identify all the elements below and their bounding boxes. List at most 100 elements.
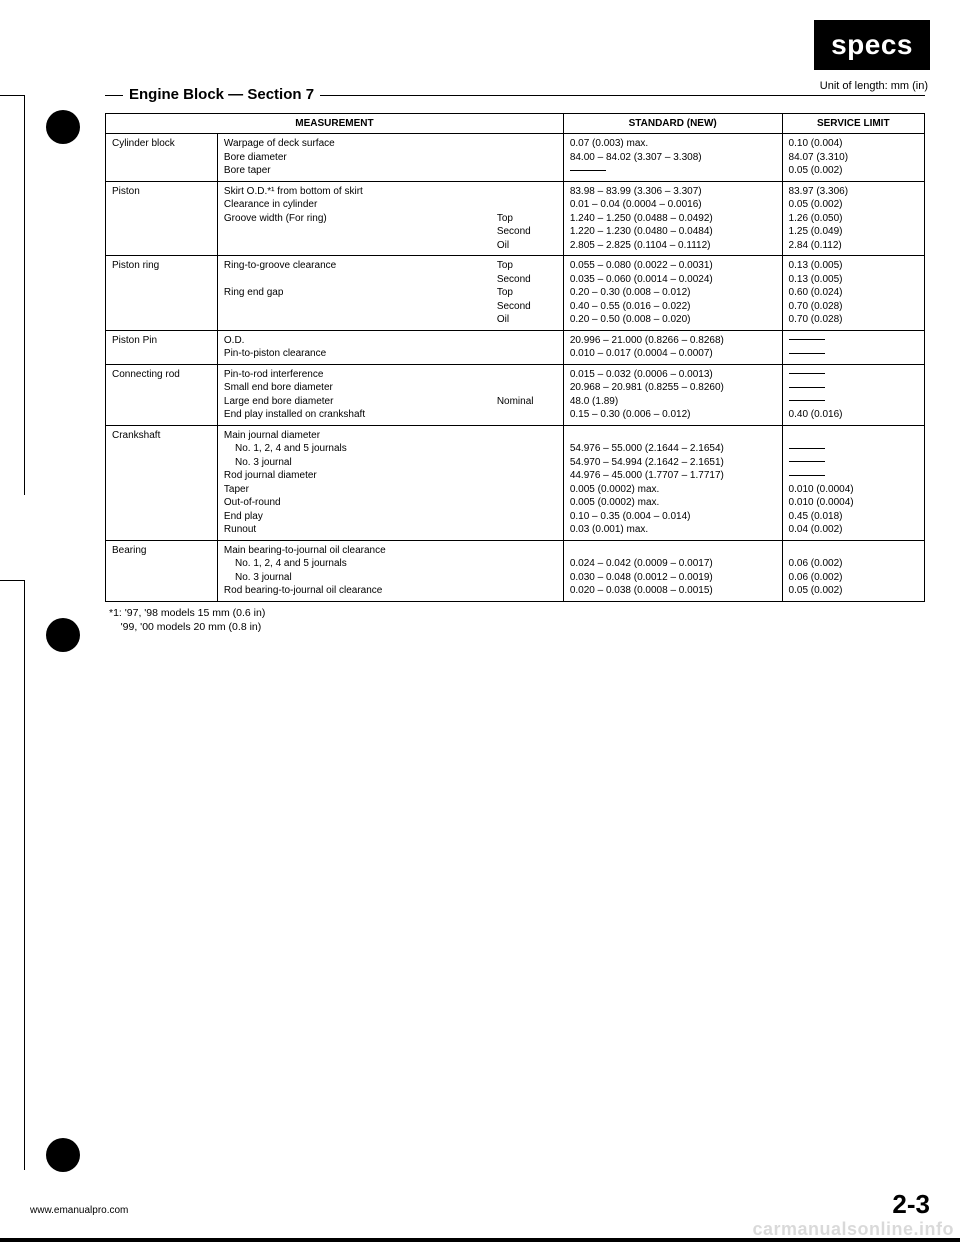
measurement-sublabel: Top bbox=[497, 259, 557, 273]
measurement-label: Taper bbox=[224, 483, 497, 497]
standard-value: 0.055 – 0.080 (0.0022 – 0.0031) bbox=[570, 259, 776, 273]
measurement-label: Large end bore diameter bbox=[224, 395, 497, 409]
limit-value: 0.06 (0.002) bbox=[789, 571, 918, 585]
item-cell: Cylinder block bbox=[106, 134, 218, 182]
measurement-label: Main bearing-to-journal oil clearance bbox=[224, 544, 497, 558]
measurement-cell: Pin-to-rod interferenceSmall end bore di… bbox=[217, 364, 563, 425]
limit-value bbox=[789, 429, 918, 443]
side-rule-2 bbox=[0, 580, 25, 1170]
measurement-label: O.D. bbox=[224, 334, 497, 348]
measurement-cell: O.D.Pin-to-piston clearance bbox=[217, 330, 563, 364]
measurement-label: Small end bore diameter bbox=[224, 381, 497, 395]
page-number: 2-3 bbox=[892, 1189, 930, 1220]
item-cell: Bearing bbox=[106, 540, 218, 601]
measurement-sublabel bbox=[497, 442, 557, 456]
punch-hole-icon bbox=[46, 110, 80, 144]
standard-value: 20.996 – 21.000 (0.8266 – 0.8268) bbox=[570, 334, 776, 348]
footnote-line: '99, '00 models 20 mm (0.8 in) bbox=[109, 620, 925, 634]
measurement-label: Skirt O.D.*¹ from bottom of skirt bbox=[224, 185, 497, 199]
measurement-sublabel bbox=[497, 381, 557, 395]
standard-value: 0.03 (0.001) max. bbox=[570, 523, 776, 537]
measurement-label bbox=[224, 225, 497, 239]
standard-value bbox=[570, 429, 776, 443]
measurement-sublabel bbox=[497, 571, 557, 585]
item-cell: Crankshaft bbox=[106, 425, 218, 540]
measurement-label: No. 1, 2, 4 and 5 journals bbox=[224, 442, 497, 456]
standard-value: 0.10 – 0.35 (0.004 – 0.014) bbox=[570, 510, 776, 524]
limit-value: 0.13 (0.005) bbox=[789, 259, 918, 273]
standard-value: 0.005 (0.0002) max. bbox=[570, 483, 776, 497]
standard-cell: 20.996 – 21.000 (0.8266 – 0.8268)0.010 –… bbox=[563, 330, 782, 364]
measurement-label: Bore taper bbox=[224, 164, 497, 178]
limit-value: 1.26 (0.050) bbox=[789, 212, 918, 226]
measurement-label: Bore diameter bbox=[224, 151, 497, 165]
footnote: *1: '97, '98 models 15 mm (0.6 in) '99, … bbox=[109, 606, 925, 634]
limit-value bbox=[789, 456, 918, 470]
measurement-sublabel bbox=[497, 347, 557, 361]
measurement-label bbox=[224, 273, 497, 287]
standard-cell: 0.07 (0.003) max.84.00 – 84.02 (3.307 – … bbox=[563, 134, 782, 182]
measurement-label: End play installed on crankshaft bbox=[224, 408, 497, 422]
standard-value: 0.035 – 0.060 (0.0014 – 0.0024) bbox=[570, 273, 776, 287]
measurement-label bbox=[224, 239, 497, 253]
measurement-label: Clearance in cylinder bbox=[224, 198, 497, 212]
measurement-sublabel bbox=[497, 469, 557, 483]
limit-value: 0.70 (0.028) bbox=[789, 313, 918, 327]
measurement-label: End play bbox=[224, 510, 497, 524]
limit-value: 0.13 (0.005) bbox=[789, 273, 918, 287]
footer-url: www.emanualpro.com bbox=[30, 1205, 128, 1216]
standard-value: 0.20 – 0.50 (0.008 – 0.020) bbox=[570, 313, 776, 327]
limit-value: 0.04 (0.002) bbox=[789, 523, 918, 537]
limit-value: 0.70 (0.028) bbox=[789, 300, 918, 314]
standard-value: 2.805 – 2.825 (0.1104 – 0.1112) bbox=[570, 239, 776, 253]
side-rule bbox=[0, 95, 25, 495]
measurement-label bbox=[224, 313, 497, 327]
limit-value: 0.06 (0.002) bbox=[789, 557, 918, 571]
limit-value: 0.05 (0.002) bbox=[789, 198, 918, 212]
limit-value: 0.10 (0.004) bbox=[789, 137, 918, 151]
specs-badge: specs bbox=[814, 20, 930, 70]
measurement-cell: Warpage of deck surfaceBore diameterBore… bbox=[217, 134, 563, 182]
measurement-label: Groove width (For ring) bbox=[224, 212, 497, 226]
limit-value: 1.25 (0.049) bbox=[789, 225, 918, 239]
measurement-label: No. 1, 2, 4 and 5 journals bbox=[224, 557, 497, 571]
limit-value: 83.97 (3.306) bbox=[789, 185, 918, 199]
footnote-line: *1: '97, '98 models 15 mm (0.6 in) bbox=[109, 606, 925, 620]
measurement-label bbox=[224, 300, 497, 314]
standard-cell: 0.055 – 0.080 (0.0022 – 0.0031)0.035 – 0… bbox=[563, 256, 782, 331]
standard-value: 0.01 – 0.04 (0.0004 – 0.0016) bbox=[570, 198, 776, 212]
limit-cell: 0.10 (0.004)84.07 (3.310)0.05 (0.002) bbox=[782, 134, 924, 182]
standard-value: 0.030 – 0.048 (0.0012 – 0.0019) bbox=[570, 571, 776, 585]
header-service-limit: SERVICE LIMIT bbox=[782, 114, 924, 134]
measurement-sublabel bbox=[497, 496, 557, 510]
measurement-sublabel bbox=[497, 557, 557, 571]
punch-hole-icon bbox=[46, 618, 80, 652]
table-row: CrankshaftMain journal diameter No. 1, 2… bbox=[106, 425, 925, 540]
limit-value: 0.40 (0.016) bbox=[789, 408, 918, 422]
measurement-label: Runout bbox=[224, 523, 497, 537]
limit-cell: 0.06 (0.002)0.06 (0.002)0.05 (0.002) bbox=[782, 540, 924, 601]
limit-value bbox=[789, 469, 918, 483]
standard-cell: 0.015 – 0.032 (0.0006 – 0.0013)20.968 – … bbox=[563, 364, 782, 425]
standard-value: 1.220 – 1.230 (0.0480 – 0.0484) bbox=[570, 225, 776, 239]
standard-value: 0.20 – 0.30 (0.008 – 0.012) bbox=[570, 286, 776, 300]
item-cell: Piston bbox=[106, 181, 218, 256]
standard-value: 0.07 (0.003) max. bbox=[570, 137, 776, 151]
measurement-label: Ring end gap bbox=[224, 286, 497, 300]
spec-table-section: Engine Block — Section 7 MEASUREMENT STA… bbox=[105, 95, 925, 634]
header-standard: STANDARD (NEW) bbox=[563, 114, 782, 134]
measurement-cell: Skirt O.D.*¹ from bottom of skirtClearan… bbox=[217, 181, 563, 256]
measurement-sublabel bbox=[497, 510, 557, 524]
measurement-label: Ring-to-groove clearance bbox=[224, 259, 497, 273]
limit-value bbox=[789, 334, 918, 348]
measurement-sublabel bbox=[497, 137, 557, 151]
measurement-sublabel: Top bbox=[497, 286, 557, 300]
limit-value: 0.05 (0.002) bbox=[789, 584, 918, 598]
measurement-sublabel bbox=[497, 334, 557, 348]
measurement-sublabel bbox=[497, 523, 557, 537]
bottom-rule bbox=[0, 1238, 960, 1242]
table-row: Bearing Main bearing-to-journal oil clear… bbox=[106, 540, 925, 601]
limit-cell: 83.97 (3.306)0.05 (0.002)1.26 (0.050)1.2… bbox=[782, 181, 924, 256]
measurement-label: Rod journal diameter bbox=[224, 469, 497, 483]
measurement-sublabel: Nominal bbox=[497, 395, 557, 409]
